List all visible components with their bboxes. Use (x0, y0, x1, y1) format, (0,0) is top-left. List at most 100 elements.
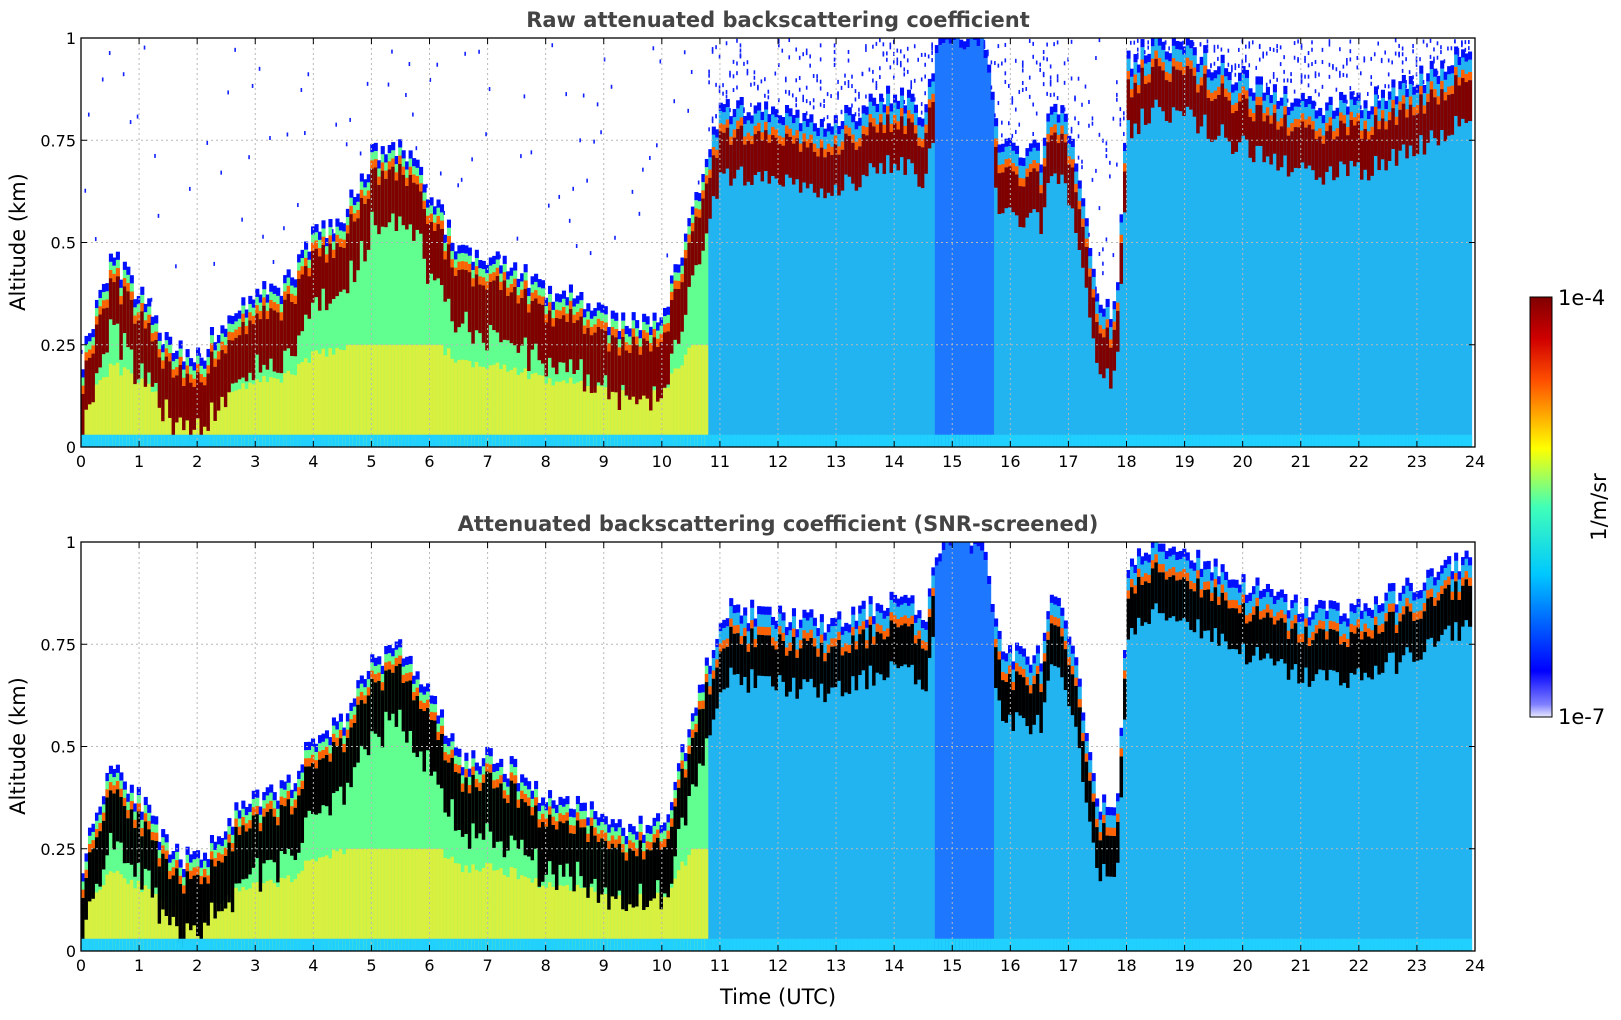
layer-edge (1039, 683, 1044, 693)
layer-edge (893, 615, 898, 624)
noise-speckle (746, 68, 749, 73)
surface-stripe (213, 434, 218, 447)
surface-stripe (387, 938, 392, 951)
noise-speckle (1084, 84, 1087, 89)
profile-column (1450, 579, 1455, 951)
profile-column (1178, 559, 1183, 951)
layer-edge (1380, 623, 1385, 632)
profile-column (638, 823, 643, 951)
surface-stripe (119, 938, 124, 951)
layer-edge (621, 328, 626, 338)
profile-fringe (206, 859, 211, 868)
strong-backscatter-layer (774, 137, 779, 179)
profile-lower-band (377, 848, 382, 951)
profile-fringe (607, 824, 612, 833)
layer-edge (314, 760, 319, 769)
layer-edge (1373, 616, 1379, 625)
profile-fringe (812, 123, 817, 132)
layer-edge (1077, 699, 1082, 708)
profile-lower-band (520, 875, 525, 951)
strong-backscatter-layer (1391, 611, 1396, 653)
profile-fringe (1262, 589, 1267, 598)
profile-column (398, 147, 403, 447)
profile-column (1217, 74, 1222, 447)
profile-lower-band (220, 903, 225, 951)
profile-column (534, 789, 539, 951)
noise-speckle (1056, 40, 1059, 45)
surface-stripe (304, 434, 309, 447)
profile-lower-band (432, 344, 438, 447)
surface-stripe (290, 938, 295, 951)
strong-backscatter-layer (649, 850, 654, 901)
profile-fringe (216, 334, 221, 344)
profile-column (488, 265, 493, 447)
noise-speckle (1032, 132, 1035, 137)
noise-speckle (819, 43, 822, 48)
strong-backscatter-layer (812, 646, 817, 688)
profile-fringe (802, 112, 807, 122)
noise-speckle (1335, 87, 1338, 92)
strong-backscatter-layer (1070, 167, 1075, 209)
surface-stripe (997, 938, 1002, 951)
layer-edge (910, 615, 915, 624)
surface-stripe (272, 434, 277, 447)
profile-fringe (527, 781, 532, 790)
strong-backscatter-layer (439, 733, 445, 789)
layer-edge (94, 316, 100, 325)
surface-stripe (216, 938, 221, 951)
surface-stripe (889, 938, 894, 951)
profile-fringe (1001, 143, 1006, 152)
strong-backscatter-layer (1415, 113, 1420, 155)
profile-column (948, 545, 953, 951)
noise-speckle (1283, 78, 1285, 83)
profile-lower-band (422, 848, 427, 951)
surface-stripe (446, 938, 452, 951)
surface-stripe (422, 434, 427, 447)
profile-column (1342, 102, 1347, 447)
profile-fringe (405, 656, 410, 665)
profile-fringe (899, 596, 905, 605)
strong-backscatter-layer (1391, 108, 1396, 149)
profile-lower-band (202, 411, 208, 447)
surface-stripe (474, 938, 479, 951)
profile-column (746, 120, 751, 447)
layer-edge (401, 166, 406, 175)
layer-edge (1095, 818, 1100, 828)
profile-lower-band (673, 368, 678, 447)
strong-backscatter-layer (380, 690, 385, 748)
strong-backscatter-layer (582, 333, 587, 392)
profile-column (1422, 93, 1427, 447)
surface-stripe (164, 434, 169, 447)
surface-stripe (1283, 434, 1288, 447)
profile-fringe (1129, 68, 1135, 77)
profile-fringe (269, 283, 274, 292)
profile-lower-band (119, 375, 124, 447)
profile-column (304, 249, 309, 447)
profile-fringe (1447, 66, 1452, 75)
profile-fringe (920, 619, 925, 629)
profile-lower-band (244, 388, 249, 447)
layer-edge (774, 641, 779, 650)
surface-stripe (962, 434, 967, 447)
noise-speckle (858, 107, 860, 112)
layer-edge (1342, 115, 1347, 124)
layer-edge (509, 772, 514, 781)
noise-speckle (614, 235, 616, 240)
layer-edge (133, 315, 138, 324)
profile-column (976, 46, 981, 447)
strong-backscatter-layer (631, 336, 636, 397)
layer-edge (1447, 576, 1452, 585)
surface-stripe (453, 938, 458, 951)
layer-edge (474, 266, 479, 275)
profile-column (1210, 580, 1215, 951)
noise-speckle (1461, 40, 1463, 45)
surface-stripe (1342, 938, 1347, 951)
layer-edge (805, 632, 810, 641)
layer-edge (115, 268, 120, 277)
profile-lower-band (649, 396, 654, 447)
layer-edge (1238, 93, 1243, 102)
profile-column (1300, 621, 1305, 951)
noise-speckle (1314, 59, 1317, 64)
profile-column (1112, 815, 1117, 951)
layer-edge (317, 751, 323, 760)
